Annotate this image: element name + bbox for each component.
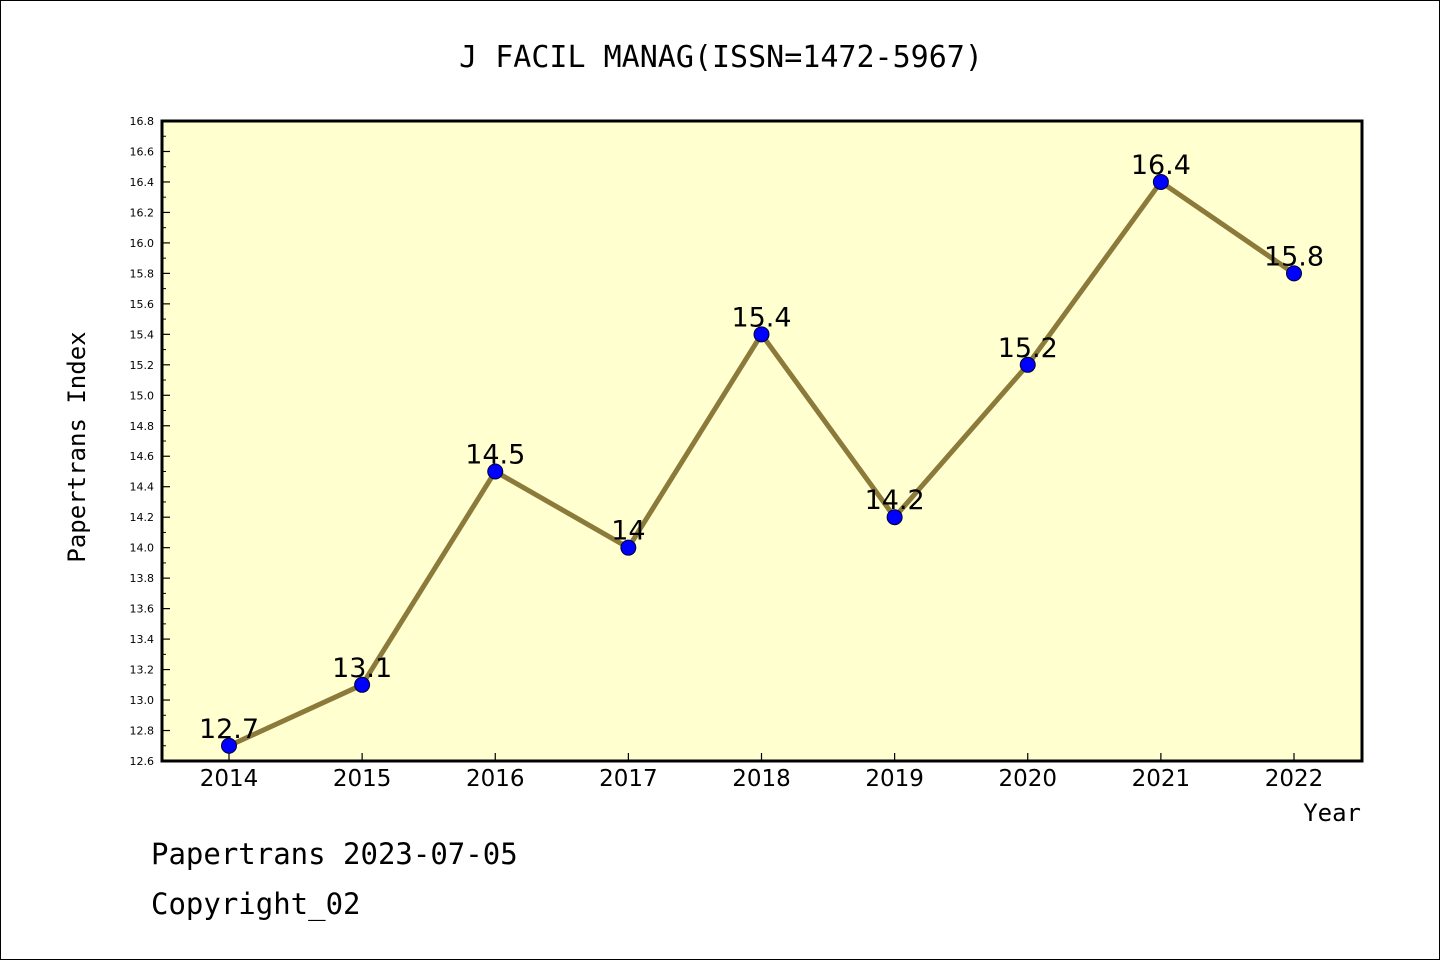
y-tick-label-21: 16.8 xyxy=(130,115,155,128)
y-tick-label-18: 16.2 xyxy=(130,206,155,219)
data-point-2021 xyxy=(1152,173,1169,190)
y-tick-label-15: 15.6 xyxy=(130,298,155,311)
x-tick-label-7: 2021 xyxy=(1132,766,1191,792)
y-tick-label-10: 14.6 xyxy=(130,450,155,463)
y-tick-label-6: 13.8 xyxy=(130,572,155,585)
x-tick-label-6: 2020 xyxy=(998,766,1057,792)
data-labels: 12.7 13.1 14.5 14 15.4 14.2 15.2 16.4 15.8 xyxy=(199,150,1324,745)
footer-date: Papertrans 2023-07-05 xyxy=(151,837,518,871)
y-tick-label-11: 14.8 xyxy=(130,420,155,433)
y-tick-label-17: 16.0 xyxy=(130,237,155,250)
y-tick-label-12: 15.0 xyxy=(130,389,155,402)
y-tick-label-2: 13.0 xyxy=(130,694,155,707)
x-tick-label-2: 2016 xyxy=(466,766,525,792)
x-tick-label-0: 2014 xyxy=(200,766,259,792)
y-tick-label-16: 15.8 xyxy=(130,267,155,280)
data-label-2022: 15.8 xyxy=(1264,241,1324,272)
x-tick-label-5: 2019 xyxy=(865,766,924,792)
data-point-2014 xyxy=(221,737,237,754)
data-label-2014: 12.7 xyxy=(199,714,259,745)
footer-copyright: Copyright_02 xyxy=(151,887,361,921)
y-axis: 12.6 12.8 13.0 13.2 13.4 13.6 13.8 14.0 14.2 14.4… xyxy=(130,115,170,768)
y-tick-label-7: 14.0 xyxy=(130,542,155,555)
y-tick-label-19: 16.4 xyxy=(130,176,155,189)
data-point-2016 xyxy=(487,463,504,480)
data-point-2017 xyxy=(620,539,637,556)
x-axis-label: Year xyxy=(1303,799,1361,827)
data-label-2020: 15.2 xyxy=(998,333,1058,364)
y-tick-label-0: 12.6 xyxy=(130,755,155,768)
x-tick-label-4: 2018 xyxy=(732,766,791,792)
data-point-2019 xyxy=(886,509,903,526)
data-label-2016: 14.5 xyxy=(465,439,525,470)
series-papertrans-index xyxy=(221,173,1302,754)
data-label-2019: 14.2 xyxy=(865,485,925,516)
y-tick-label-1: 12.8 xyxy=(130,725,155,738)
y-tick-label-14: 15.4 xyxy=(130,328,155,341)
y-tick-label-9: 14.4 xyxy=(130,481,155,494)
x-tick-label-8: 2022 xyxy=(1265,766,1324,792)
data-label-2021: 16.4 xyxy=(1131,150,1191,181)
x-tick-label-3: 2017 xyxy=(599,766,658,792)
data-point-2020 xyxy=(1019,356,1036,373)
y-tick-label-3: 13.2 xyxy=(130,664,155,677)
y-axis-label: Papertrans Index xyxy=(63,331,91,562)
y-tick-label-5: 13.6 xyxy=(130,603,155,616)
x-axis: 2014 2015 2016 2017 2018 2019 2020 2021 2022 xyxy=(200,753,1324,792)
data-point-2022 xyxy=(1286,265,1302,282)
y-tick-label-13: 15.2 xyxy=(130,359,155,372)
data-label-2017: 14 xyxy=(611,516,645,547)
y-tick-label-4: 13.4 xyxy=(130,633,155,646)
y-tick-label-8: 14.2 xyxy=(130,511,155,524)
data-label-2018: 15.4 xyxy=(731,302,791,333)
x-tick-label-1: 2015 xyxy=(333,766,392,792)
data-label-2015: 13.1 xyxy=(332,653,392,684)
y-tick-label-20: 16.6 xyxy=(130,145,155,158)
chart-title: J FACIL MANAG(ISSN=1472-5967) xyxy=(459,40,983,75)
plot-area xyxy=(160,119,1364,763)
data-point-2015 xyxy=(354,676,371,693)
data-point-2018 xyxy=(753,326,770,343)
